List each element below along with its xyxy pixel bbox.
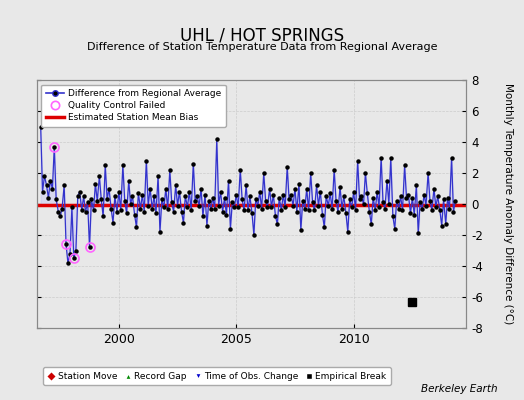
Text: UHL / HOT SPRINGS: UHL / HOT SPRINGS <box>180 26 344 44</box>
Legend: Station Move, Record Gap, Time of Obs. Change, Empirical Break: Station Move, Record Gap, Time of Obs. C… <box>43 367 391 385</box>
Text: Difference of Station Temperature Data from Regional Average: Difference of Station Temperature Data f… <box>87 42 437 52</box>
Y-axis label: Monthly Temperature Anomaly Difference (°C): Monthly Temperature Anomaly Difference (… <box>503 83 512 325</box>
Text: Berkeley Earth: Berkeley Earth <box>421 384 498 394</box>
